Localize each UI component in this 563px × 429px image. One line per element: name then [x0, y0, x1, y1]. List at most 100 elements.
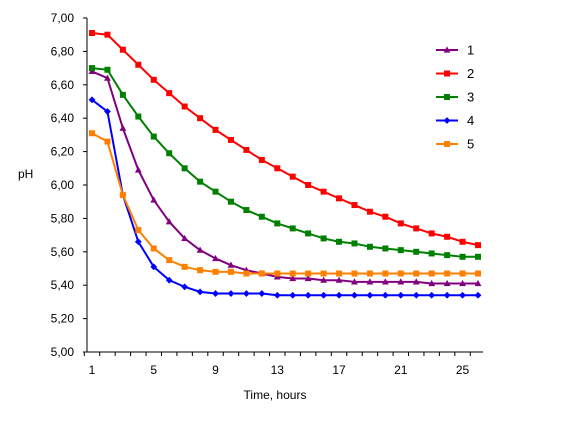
data-point [258, 270, 265, 277]
data-point [104, 66, 111, 73]
data-point [274, 165, 281, 172]
x-axis-ticks: 1 5 9 13 17 21 25 [83, 352, 471, 377]
series-line [91, 99, 478, 297]
x-tick-label: 1 [89, 363, 96, 377]
legend-label: 2 [467, 66, 474, 81]
data-point [397, 278, 405, 285]
data-point [104, 74, 111, 81]
data-point [289, 274, 297, 282]
data-point [382, 270, 389, 277]
y-axis-ticks: 5,00 5,20 5,40 5,60 5,80 6,00 6,20 6,40 6,60 6,80… [51, 11, 87, 359]
data-point [459, 279, 466, 287]
data-point [258, 156, 265, 163]
data-point [459, 238, 466, 245]
data-point [320, 188, 327, 195]
data-point [351, 240, 358, 247]
data-point [181, 263, 188, 270]
data-point [305, 270, 312, 277]
series-5 [89, 130, 481, 277]
data-point [197, 267, 204, 274]
data-point [320, 276, 327, 283]
data-point [412, 278, 420, 285]
legend-item: 3 [436, 90, 474, 105]
legend-label: 4 [467, 113, 474, 128]
data-point [135, 227, 142, 234]
data-point [336, 270, 343, 277]
data-point [227, 198, 234, 205]
data-point [289, 291, 297, 299]
data-point [475, 242, 481, 249]
data-point [444, 233, 451, 240]
data-point [212, 268, 219, 275]
series-3 [89, 65, 481, 260]
x-tick-label: 21 [394, 363, 408, 377]
data-point [335, 291, 343, 299]
data-point [212, 126, 219, 133]
data-point [336, 238, 343, 245]
data-point [305, 230, 312, 237]
legend-item: 4 [436, 113, 474, 128]
x-tick-label: 25 [456, 363, 470, 377]
series-line [91, 32, 479, 247]
data-point [150, 196, 158, 203]
data-point [397, 270, 404, 277]
data-point [335, 276, 343, 283]
data-point [413, 270, 420, 277]
data-point [428, 230, 435, 237]
data-point [412, 291, 420, 299]
data-point [88, 96, 96, 104]
y-tick-label: 5,80 [51, 211, 75, 225]
data-point [413, 248, 420, 255]
data-point [181, 283, 189, 291]
data-point [166, 150, 173, 157]
x-tick-label: 5 [150, 363, 157, 377]
legend-item: 1 [436, 43, 474, 58]
y-tick-label: 5,20 [51, 312, 75, 326]
data-point [273, 291, 281, 299]
data-point [443, 291, 451, 299]
y-axis-label: pH [18, 167, 33, 181]
data-point [459, 291, 466, 299]
data-point [366, 208, 373, 215]
x-tick-label: 17 [332, 363, 346, 377]
data-point [397, 291, 405, 299]
data-point [227, 261, 235, 268]
series-2 [89, 30, 481, 249]
data-point [274, 220, 281, 227]
data-point [89, 65, 95, 72]
data-point [289, 225, 296, 232]
data-point [196, 288, 204, 296]
data-point [134, 238, 142, 246]
data-point [104, 138, 111, 145]
data-point [428, 250, 435, 257]
data-point [475, 253, 481, 260]
data-point [227, 290, 235, 297]
data-point [227, 268, 234, 275]
data-point [150, 263, 158, 271]
data-point [428, 279, 436, 287]
data-point [336, 195, 343, 202]
y-tick-label: 6,00 [51, 178, 75, 192]
data-point [289, 173, 296, 180]
data-point [351, 202, 358, 209]
y-tick-label: 6,40 [51, 111, 75, 125]
data-point [444, 270, 451, 277]
legend-marker [444, 70, 450, 77]
data-point [197, 115, 204, 122]
data-point [289, 270, 296, 277]
legend-marker [443, 46, 451, 53]
x-tick-label: 9 [212, 363, 219, 377]
data-point [212, 188, 219, 195]
data-point [459, 270, 466, 277]
data-point [181, 165, 188, 172]
data-point [212, 290, 219, 297]
x-axis-label: Time, hours [244, 388, 307, 402]
legend-label: 1 [467, 43, 474, 58]
data-point [304, 274, 312, 282]
data-point [428, 291, 436, 299]
series-layer [88, 30, 482, 299]
data-point [197, 178, 204, 185]
data-point [135, 113, 142, 120]
data-point [320, 235, 327, 242]
data-point [89, 130, 95, 137]
